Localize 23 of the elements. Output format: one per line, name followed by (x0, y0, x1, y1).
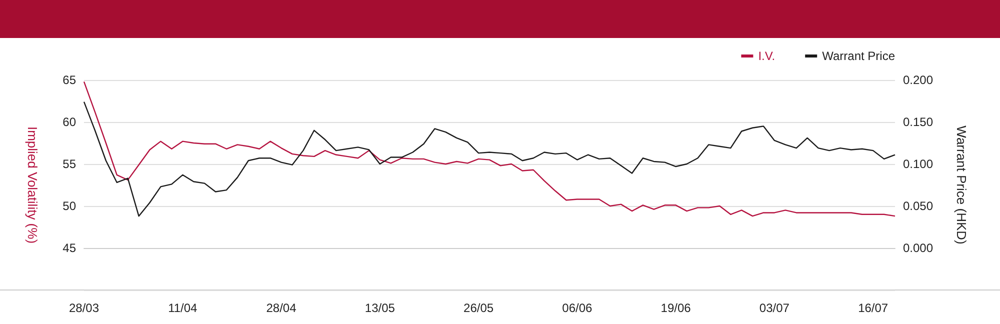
x-tick-label: 11/04 (168, 301, 198, 315)
x-tick-label: 03/07 (759, 301, 790, 315)
x-tick-label: 13/05 (364, 301, 396, 315)
legend-label: I.V. (758, 49, 776, 63)
x-tick-label: 28/04 (266, 301, 297, 315)
y-tick-label: 60 (62, 115, 76, 129)
x-tick-label: 28/03 (68, 301, 100, 315)
y2-tick-label: 0.100 (903, 157, 934, 171)
legend-label: Warrant Price (822, 49, 896, 63)
y2-tick-label: 0.050 (903, 199, 934, 213)
x-tick-label: 19/06 (660, 301, 692, 315)
y-tick-label: 50 (62, 199, 76, 213)
x-tick-label: 26/05 (464, 301, 494, 315)
y2-tick-label: 0.000 (903, 241, 934, 255)
y-tick-label: 45 (62, 241, 76, 255)
y-axis-title: Implied Volatility (%) (25, 126, 40, 244)
y-tick-label: 65 (62, 73, 76, 87)
y2-tick-label: 0.150 (903, 115, 934, 129)
x-tick-label: 06/06 (562, 301, 593, 315)
y2-tick-label: 0.200 (903, 73, 934, 87)
y2-axis-title: Warrant Price (HKD) (954, 126, 969, 244)
x-tick-label: 16/07 (858, 301, 888, 315)
y-tick-label: 55 (62, 157, 76, 171)
